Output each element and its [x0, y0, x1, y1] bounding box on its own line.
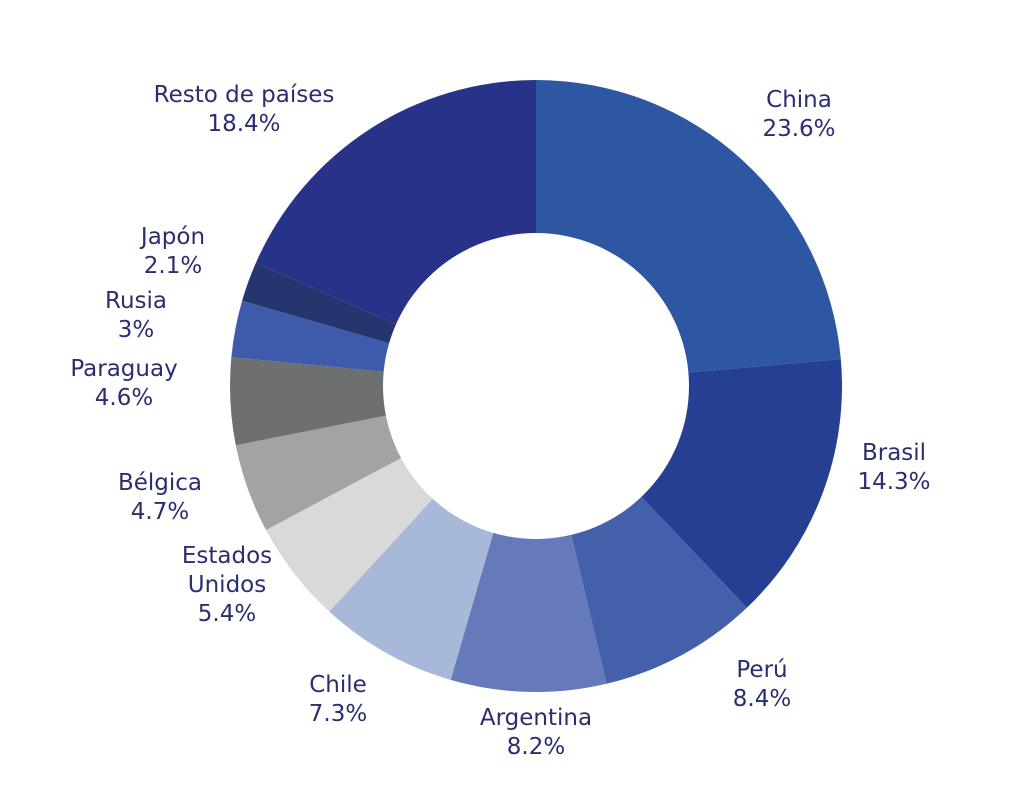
slice-value-text: 14.3% [857, 469, 930, 495]
slice-label: Argentina 8.2% [480, 705, 592, 760]
slice-label: Chile 7.3% [309, 672, 367, 727]
slice-value-text: 3% [118, 317, 155, 343]
slice-name-text: Argentina [480, 705, 592, 731]
slice-label: Brasil 14.3% [857, 440, 930, 495]
slice-value-text: 4.7% [131, 499, 189, 525]
slice-value-text: 8.4% [733, 686, 791, 712]
slice-label: Paraguay 4.6% [70, 356, 177, 411]
slice-label: Rusia 3% [105, 288, 167, 343]
slice-value-text: 5.4% [198, 601, 256, 627]
slice-label: China 23.6% [762, 87, 835, 142]
slice-name-text: Paraguay [70, 356, 177, 382]
slice-name-text: Rusia [105, 288, 167, 314]
slice-argentina [450, 386, 607, 693]
slice-name-text: Brasil [862, 440, 926, 466]
slice-label: Estados Unidos 5.4% [182, 543, 272, 627]
labels-group: China 23.6% Brasil 14.3% Perú 8.4% Argentina 8.… [70, 82, 930, 760]
slice-name-text: Bélgica [118, 470, 202, 496]
slice-value-text: 2.1% [144, 253, 202, 279]
slice-name-text: Perú [736, 657, 787, 683]
slice-name-text: Japón [139, 224, 205, 250]
slice-name-text: Unidos [188, 572, 266, 598]
slice-value-text: 7.3% [309, 701, 367, 727]
slice-value-text: 18.4% [207, 111, 280, 137]
slice-value-text: 23.6% [762, 116, 835, 142]
slice-name-text: Chile [309, 672, 367, 698]
slice-value-text: 8.2% [507, 734, 565, 760]
slice-label: Resto de países 18.4% [154, 82, 335, 137]
slice-label: Japón 2.1% [139, 224, 205, 279]
donut-hole [383, 233, 689, 539]
slice-value-text: 4.6% [95, 385, 153, 411]
slice-label: Perú 8.4% [733, 657, 791, 712]
slice-name-text: Resto de países [154, 82, 335, 108]
slice-name-text: China [766, 87, 832, 113]
slice-label: Bélgica 4.7% [118, 470, 202, 525]
slice-name-text: Estados [182, 543, 272, 569]
